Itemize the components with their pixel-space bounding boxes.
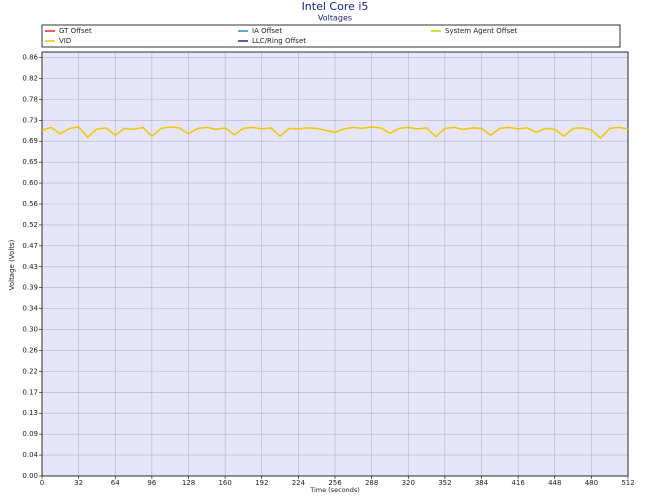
y-tick-label: 0.65 xyxy=(22,158,38,166)
legend-label: LLC/Ring Offset xyxy=(252,37,306,45)
x-tick-label: 384 xyxy=(475,479,489,487)
plot-frame xyxy=(41,51,629,477)
y-tick-label: 0.73 xyxy=(22,116,38,124)
x-tick-label: 256 xyxy=(328,479,342,487)
x-tick-label: 448 xyxy=(548,479,561,487)
y-tick-label: 0.69 xyxy=(22,137,38,145)
y-tick-label: 0.22 xyxy=(22,367,38,375)
y-tick-label: 0.78 xyxy=(22,95,38,103)
y-tick-label: 0.60 xyxy=(22,179,38,187)
y-tick-label: 0.04 xyxy=(22,451,38,459)
y-tick-label: 0.39 xyxy=(22,284,38,292)
series-line xyxy=(41,126,629,140)
y-tick-label: 0.00 xyxy=(22,472,38,480)
x-tick-label: 128 xyxy=(182,479,195,487)
y-tick-label: 0.43 xyxy=(22,263,38,271)
y-tick-label: 0.86 xyxy=(22,54,38,62)
legend-box xyxy=(41,24,621,48)
x-axis-label: Time (seconds) xyxy=(309,486,360,494)
y-tick-label: 0.26 xyxy=(22,346,38,354)
x-tick-label: 288 xyxy=(365,479,378,487)
y-tick-label: 0.09 xyxy=(22,430,38,438)
y-tick-label: 0.47 xyxy=(22,242,38,250)
y-tick-label: 0.34 xyxy=(22,305,38,313)
chart-subtitle: Voltages xyxy=(318,14,352,23)
x-tick-label: 480 xyxy=(585,479,598,487)
x-tick-label: 32 xyxy=(74,479,83,487)
x-tick-label: 224 xyxy=(292,479,306,487)
legend-label: IA Offset xyxy=(252,27,282,35)
legend-label: GT Offset xyxy=(59,27,92,35)
x-tick-label: 320 xyxy=(402,479,415,487)
x-tick-label: 192 xyxy=(255,479,268,487)
y-tick-label: 0.13 xyxy=(22,409,38,417)
y-tick-label: 0.56 xyxy=(22,200,38,208)
legend-label: System Agent Offset xyxy=(445,27,518,35)
x-tick-label: 0 xyxy=(40,479,44,487)
x-tick-label: 416 xyxy=(511,479,525,487)
x-tick-label: 96 xyxy=(147,479,156,487)
y-tick-label: 0.17 xyxy=(22,388,38,396)
y-tick-label: 0.30 xyxy=(22,326,38,334)
x-tick-label: 512 xyxy=(621,479,634,487)
x-tick-label: 64 xyxy=(111,479,120,487)
x-tick-label: 352 xyxy=(438,479,451,487)
y-tick-label: 0.82 xyxy=(22,74,38,82)
x-tick-label: 160 xyxy=(218,479,231,487)
legend-label: VID xyxy=(59,37,71,45)
y-axis-label: Voltage (Volts) xyxy=(8,239,16,290)
chart-title: Intel Core i5 xyxy=(302,0,369,13)
y-tick-label: 0.52 xyxy=(22,221,38,229)
